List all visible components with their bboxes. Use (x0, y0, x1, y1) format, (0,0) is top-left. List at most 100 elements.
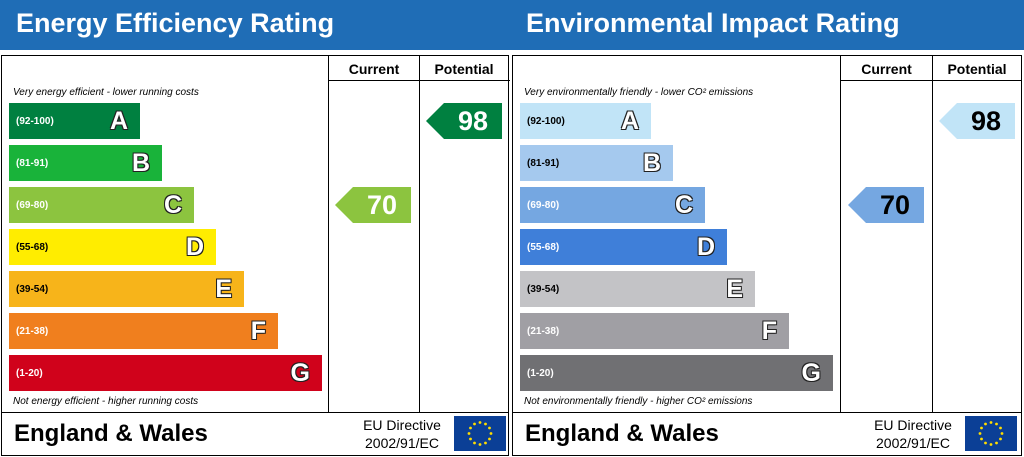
star-icon (984, 441, 987, 445)
rating-band-a: (92-100) A (9, 103, 140, 139)
panel-footer: England & Wales EU Directive 2002/91/EC (1, 412, 509, 456)
band-range-label: (55-68) (16, 242, 49, 253)
rating-band-f: (21-38) F (9, 313, 278, 349)
rating-band-a: (92-100) A (520, 103, 651, 139)
band-letter-label: B (642, 149, 661, 177)
rating-table: Current Potential Very energy efficient … (1, 55, 510, 413)
potential-arrow-shape (426, 103, 502, 139)
energy-efficiency-panel: Energy Efficiency Rating Current Potenti… (0, 0, 512, 456)
band-range-label: (21-38) (527, 326, 560, 337)
rating-band-e: (39-54) E (520, 271, 755, 307)
star-icon (473, 441, 476, 445)
panel-footer: England & Wales EU Directive 2002/91/EC (512, 412, 1022, 456)
panel-header: Environmental Impact Rating (512, 0, 1024, 50)
directive-line-2: 2002/91/EC (365, 435, 439, 451)
rating-band-d: (55-68) D (520, 229, 727, 265)
bottom-note: Not environmentally friendly - higher CO… (524, 396, 753, 407)
band-range-label: (69-80) (16, 200, 49, 211)
band-range-label: (81-91) (16, 158, 49, 169)
band-range-label: (1-20) (16, 368, 43, 379)
band-letter-label: F (250, 317, 266, 345)
star-icon (469, 426, 472, 430)
potential-column-header: Potential (434, 61, 494, 77)
footer-directive: EU Directive 2002/91/EC (358, 416, 446, 452)
current-column-header: Current (861, 61, 912, 77)
star-icon (488, 437, 491, 441)
star-icon (484, 422, 487, 426)
star-icon (984, 422, 987, 426)
directive-line-1: EU Directive (363, 417, 441, 433)
current-rating-value: 70 (879, 190, 911, 220)
star-icon (999, 437, 1002, 441)
band-letter-label: C (674, 191, 693, 219)
directive-line-2: 2002/91/EC (876, 435, 950, 451)
band-range-label: (55-68) (527, 242, 560, 253)
rating-band-g: (1-20) G (520, 355, 833, 391)
eu-flag-icon (454, 416, 506, 451)
star-icon (999, 426, 1002, 430)
star-icon (989, 421, 993, 424)
environmental-impact-panel: Environmental Impact Rating Current Pote… (512, 0, 1024, 457)
current-arrow-shape (848, 187, 924, 223)
star-icon (469, 437, 472, 441)
header-divider (841, 80, 1022, 81)
band-range-label: (21-38) (16, 326, 49, 337)
star-icon (484, 441, 487, 445)
rating-band-b: (81-91) B (520, 145, 673, 181)
current-arrow-shape (335, 187, 411, 223)
potential-arrow-shape (939, 103, 1015, 139)
star-icon (488, 426, 491, 430)
potential-rating-value: 98 (457, 106, 489, 136)
current-column-header: Current (348, 61, 400, 77)
band-letter-label: E (215, 275, 232, 303)
current-rating-value: 70 (366, 190, 398, 220)
rating-band-c: (69-80) C (520, 187, 705, 223)
column-divider (840, 56, 841, 412)
footer-region: England & Wales (14, 420, 208, 447)
rating-band-f: (21-38) F (520, 313, 789, 349)
rating-band-c: (69-80) C (9, 187, 194, 223)
band-letter-label: E (726, 275, 743, 303)
column-divider (328, 56, 329, 412)
band-letter-label: G (290, 359, 310, 387)
rating-band-g: (1-20) G (9, 355, 322, 391)
star-icon (467, 432, 471, 435)
potential-rating-value: 98 (970, 106, 1002, 136)
band-range-label: (69-80) (527, 200, 560, 211)
star-icon (478, 443, 482, 446)
star-icon (978, 432, 982, 435)
top-note: Very environmentally friendly - lower CO… (524, 87, 754, 98)
rating-band-b: (81-91) B (9, 145, 162, 181)
arrow-fill (848, 187, 924, 223)
band-range-label: (92-100) (527, 116, 565, 127)
star-icon (478, 421, 482, 424)
band-letter-label: F (761, 317, 777, 345)
band-letter-label: C (163, 191, 182, 219)
footer-region: England & Wales (525, 420, 719, 447)
band-range-label: (39-54) (527, 284, 560, 295)
directive-line-1: EU Directive (874, 417, 952, 433)
footer-directive: EU Directive 2002/91/EC (869, 416, 957, 452)
band-letter-label: D (696, 233, 715, 261)
bottom-note: Not energy efficient - higher running co… (13, 396, 199, 407)
panel-header: Energy Efficiency Rating (0, 0, 512, 50)
star-icon (995, 422, 998, 426)
header-divider (329, 80, 510, 81)
rating-band-e: (39-54) E (9, 271, 244, 307)
rating-band-d: (55-68) D (9, 229, 216, 265)
band-range-label: (81-91) (527, 158, 560, 169)
rating-table: Current Potential Very environmentally f… (512, 55, 1022, 413)
star-icon (980, 437, 983, 441)
band-letter-label: A (620, 107, 639, 135)
star-icon (489, 432, 493, 435)
band-range-label: (92-100) (16, 116, 54, 127)
star-icon (980, 426, 983, 430)
star-icon (473, 422, 476, 426)
band-letter-label: A (109, 107, 128, 135)
band-letter-label: G (801, 359, 821, 387)
arrow-fill (426, 103, 502, 139)
band-letter-label: B (131, 149, 150, 177)
top-note: Very energy efficient - lower running co… (13, 87, 199, 98)
band-range-label: (1-20) (527, 368, 554, 379)
star-icon (989, 443, 993, 446)
